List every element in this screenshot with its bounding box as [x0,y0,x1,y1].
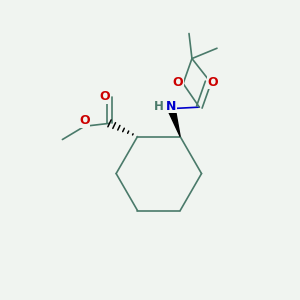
Text: O: O [79,115,90,128]
Text: O: O [100,90,110,103]
Text: N: N [166,100,176,113]
Text: H: H [154,100,164,113]
Text: O: O [207,76,218,88]
Polygon shape [168,107,180,136]
Text: O: O [172,76,183,88]
